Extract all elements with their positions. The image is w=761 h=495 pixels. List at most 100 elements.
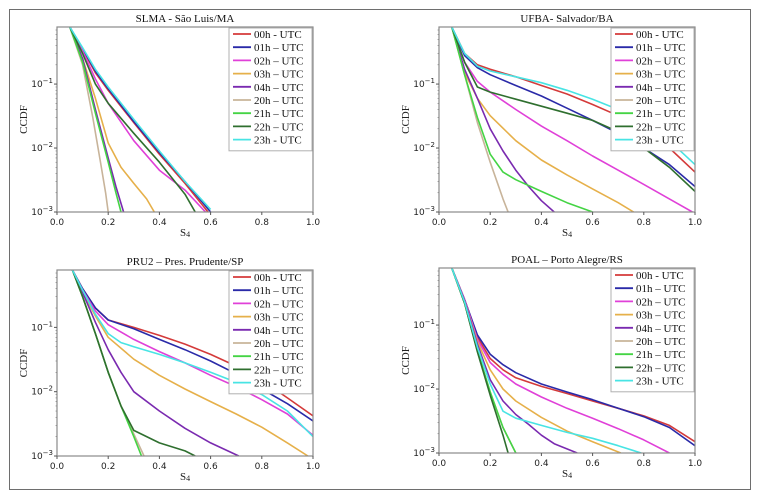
x-tick-label: 0.2 [101, 218, 115, 228]
x-axis-label: S4 [562, 227, 572, 239]
y-axis-label: CCDF [18, 349, 30, 378]
chart-title: POAL – Porto Alegre/RS [511, 254, 623, 266]
series-line-23h [451, 268, 642, 453]
y-tick-label: 10−1 [413, 318, 435, 331]
legend-label: 20h – UTC [254, 95, 304, 107]
legend-label: 22h – UTC [636, 362, 686, 374]
legend-label: 04h – UTC [636, 323, 686, 335]
legend-label: 00h - UTC [636, 270, 684, 282]
y-tick-label: 10−2 [413, 141, 435, 154]
legend-box [228, 27, 313, 152]
legend-label: 21h – UTC [636, 108, 686, 120]
series-line-02h [71, 270, 313, 436]
legend-label: 22h – UTC [636, 121, 686, 133]
x-tick-label: 0.2 [483, 218, 497, 228]
legend-label: 21h – UTC [254, 108, 304, 120]
series-line-01h [69, 27, 212, 212]
series-line-04h [451, 27, 555, 212]
series-line-23h [69, 27, 212, 210]
legend-label: 03h – UTC [636, 69, 686, 81]
legend-label: 03h – UTC [636, 310, 686, 322]
legend-label: 02h – UTC [636, 55, 686, 67]
panel-slma: SLMA - São Luis/MA 0.0 0.2 0.4 0.6 0.8 1.0 10−3… [18, 13, 320, 239]
y-tick-label: 10−1 [31, 320, 53, 333]
legend-label: 21h – UTC [254, 351, 304, 363]
series-line-04h [451, 268, 578, 453]
series-line-02h [451, 27, 693, 212]
series-group [451, 268, 695, 453]
x-tick-label: 0.8 [255, 218, 270, 228]
y-tick-label: 10−2 [31, 141, 53, 154]
legend-label: 20h – UTC [636, 95, 686, 107]
panel-ufba: UFBA- Salvador/BA 0.0 0.2 0.4 0.6 0.8 1.0 10−3 1… [400, 13, 702, 239]
x-tick-label: 0.0 [50, 462, 65, 472]
series-line-03h [71, 270, 309, 456]
x-tick-label: 0.4 [534, 459, 549, 469]
panel-pru2: PRU2 – Pres. Prudente/SP 0.0 0.2 0.4 0.6 0.8 1… [18, 256, 320, 483]
y-tick-label: 10−2 [31, 385, 53, 398]
x-tick-label: 0.4 [152, 462, 167, 472]
y-tick-label: 10−1 [413, 77, 435, 90]
x-tick-label: 1.0 [688, 459, 703, 469]
x-tick-label: 0.6 [203, 462, 218, 472]
series-line-03h [451, 27, 635, 212]
series-line-20h [69, 27, 109, 212]
legend-label: 03h – UTC [254, 69, 304, 81]
legend-label: 22h – UTC [254, 121, 304, 133]
legend-label: 23h - UTC [254, 378, 302, 390]
series-line-04h [69, 27, 125, 212]
x-tick-label: 0.2 [483, 459, 497, 469]
plot-frame [56, 269, 314, 457]
series-line-21h [451, 27, 593, 212]
legend-label: 03h – UTC [254, 312, 304, 324]
legend-label: 02h – UTC [636, 296, 686, 308]
figure-frame [9, 9, 751, 490]
x-axis-label: S4 [180, 471, 190, 483]
legend-label: 01h – UTC [636, 42, 686, 54]
legend-label: 04h – UTC [254, 325, 304, 337]
legend-label: 22h – UTC [254, 364, 304, 376]
y-tick-label: 10−2 [413, 382, 435, 395]
legend-box [228, 270, 313, 395]
x-axis-label: S4 [180, 227, 190, 239]
y-axis-label: CCDF [400, 105, 412, 134]
y-axis-label: CCDF [18, 105, 30, 134]
y-tick-label: 10−3 [413, 205, 435, 218]
x-tick-label: 0.2 [101, 462, 115, 472]
legend-label: 04h – UTC [254, 82, 304, 94]
legend-label: 02h – UTC [254, 55, 304, 67]
x-tick-label: 1.0 [306, 218, 321, 228]
x-tick-label: 0.6 [585, 218, 600, 228]
panel-poal: POAL – Porto Alegre/RS 0.0 0.2 0.4 0.6 0.8 1.0… [400, 254, 702, 480]
series-line-23h [71, 270, 313, 438]
x-tick-label: 0.0 [432, 218, 447, 228]
series-line-04h [71, 270, 240, 456]
x-tick-label: 0.4 [152, 218, 167, 228]
plot-frame [438, 267, 696, 454]
series-line-01h [451, 268, 695, 447]
legend-label: 21h – UTC [636, 349, 686, 361]
legend-label: 23h - UTC [636, 135, 684, 147]
x-tick-label: 0.6 [585, 459, 600, 469]
legend-label: 01h – UTC [254, 42, 304, 54]
legend-label: 01h – UTC [254, 285, 304, 297]
x-tick-label: 0.4 [534, 218, 549, 228]
legend-label: 02h – UTC [254, 298, 304, 310]
y-tick-label: 10−1 [31, 77, 53, 90]
legend-label: 23h - UTC [254, 135, 302, 147]
series-line-22h [69, 27, 196, 212]
x-tick-label: 0.8 [637, 218, 652, 228]
plot-frame [56, 26, 314, 213]
plot-frame [438, 26, 696, 213]
x-tick-label: 0.8 [637, 459, 652, 469]
chart-title: UFBA- Salvador/BA [520, 13, 613, 25]
legend-label: 20h – UTC [636, 336, 686, 348]
legend-label: 00h - UTC [254, 272, 302, 284]
x-tick-label: 0.0 [432, 459, 447, 469]
chart-title: SLMA - São Luis/MA [136, 13, 235, 25]
